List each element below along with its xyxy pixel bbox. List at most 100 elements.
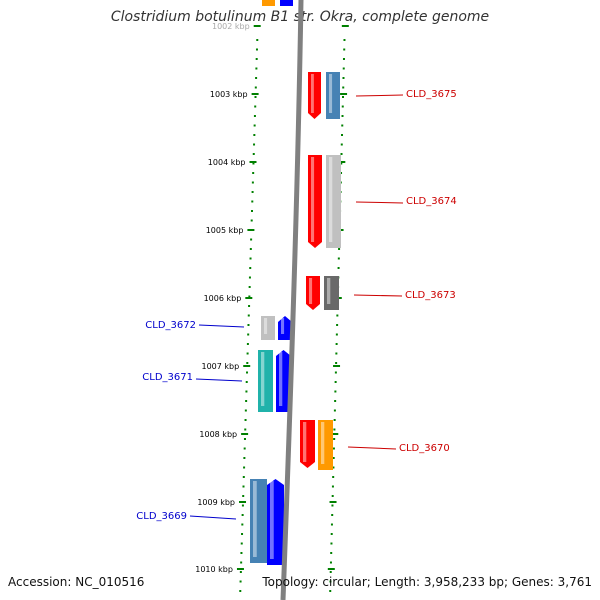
strand-dot [329, 561, 332, 564]
gene-label[interactable]: CLD_3669 [136, 511, 187, 522]
strand-dot [247, 314, 250, 317]
strand-dot [253, 143, 256, 146]
strand-dot [255, 48, 258, 51]
gene-label[interactable]: CLD_3673 [405, 290, 456, 301]
ruler-tick-label: 1003 kbp [210, 90, 248, 99]
gene-labels: CLD_3675 CLD_3674 CLD_3673 CLD_3672 CLD_3671… [136, 89, 456, 522]
gene-leader-line [189, 515, 237, 520]
ruler-tick-label: 1006 kbp [204, 294, 242, 303]
strand-dot [341, 105, 344, 108]
accession-text: Accession: NC_010516 [8, 575, 145, 589]
gene-highlight [309, 278, 313, 304]
gene-arrow-down [308, 155, 322, 248]
gene-block [261, 316, 275, 340]
strand-dot [246, 343, 249, 345]
ruler-tick-label: 1008 kbp [199, 430, 237, 439]
ruler-tick-label: 1005 kbp [206, 226, 244, 235]
strand-dot [245, 390, 248, 393]
strand-dot [338, 248, 341, 250]
strand-dot [334, 381, 337, 383]
strand-dot [331, 495, 334, 497]
topology-text: Topology: circular; Length: 3,958,233 bp… [262, 575, 592, 589]
strand-dot [243, 466, 246, 469]
strand-dot [244, 428, 247, 431]
strand-dot [239, 590, 242, 592]
gene-block [276, 350, 291, 412]
strand-dot [248, 276, 251, 279]
gene-block [267, 479, 284, 565]
strand-dot [255, 77, 258, 79]
gene-block [258, 350, 273, 412]
gene-label[interactable]: CLD_3672 [145, 320, 196, 331]
ruler-tick-label: 1007 kbp [202, 362, 240, 371]
gene-block [324, 276, 339, 310]
strand-dot [254, 105, 257, 108]
gene-block [250, 479, 267, 563]
strand-dot [250, 219, 253, 222]
strand-dot [334, 371, 337, 374]
strand-dot [341, 134, 344, 136]
gene-label[interactable]: CLD_3675 [406, 89, 457, 100]
gene-arrow-up [276, 350, 291, 412]
ruler-tick-label: 1009 kbp [197, 498, 235, 507]
gene-highlight [311, 74, 314, 113]
strand-dot [241, 523, 244, 526]
gene-block [318, 420, 333, 470]
strand-dot [248, 286, 251, 288]
strand-dot [254, 86, 257, 89]
strand-dot [241, 533, 244, 535]
strand-dot [334, 400, 337, 402]
gene-label[interactable]: CLD_3671 [142, 372, 193, 383]
strand-dot [333, 438, 336, 440]
strand-dot [340, 162, 343, 165]
strand-dot [335, 333, 338, 336]
strand-dot [241, 504, 244, 507]
strand-dot [332, 447, 335, 450]
gene-rect [262, 0, 275, 6]
strand-dot [248, 295, 251, 298]
strand-dot [343, 48, 346, 51]
gene-block [326, 155, 341, 248]
strand-dot [340, 172, 343, 174]
strand-dot [329, 571, 332, 573]
gene-block [278, 316, 292, 340]
gene-leader-line [198, 324, 245, 328]
gene-label[interactable]: CLD_3670 [399, 443, 450, 454]
strand-dot [239, 571, 242, 573]
gene-leader-line [347, 446, 397, 450]
strand-dot [333, 419, 336, 421]
strand-dot [336, 324, 339, 326]
strand-dot [333, 428, 336, 431]
strand-dot [331, 514, 334, 516]
strand-dot [342, 67, 345, 70]
gene-highlight [329, 157, 333, 242]
strand-dot [342, 58, 345, 60]
strand-dot [336, 314, 339, 317]
strand-dot [242, 476, 245, 478]
gene-rect [280, 0, 293, 6]
strand-dot [249, 267, 252, 269]
gene-highlight [261, 352, 265, 406]
strand-dot [250, 210, 253, 212]
gene-block [306, 276, 320, 310]
gene-highlight [270, 481, 274, 559]
strand-dot [331, 504, 334, 507]
strand-dot [343, 39, 346, 41]
strand-dot [252, 172, 255, 174]
strand-dot [240, 561, 243, 564]
strand-dot [333, 409, 336, 412]
gene-block [280, 0, 293, 6]
strand-dot [334, 390, 337, 393]
strand-dot [332, 457, 335, 459]
gene-highlight [253, 481, 257, 557]
strand-dot [253, 134, 256, 136]
strand-dot [247, 324, 250, 326]
strand-dot [244, 409, 247, 412]
gene-highlight [303, 422, 307, 462]
gene-highlight [311, 157, 315, 242]
strand-dot [253, 115, 256, 117]
gene-arrow-down [306, 276, 320, 310]
gene-label[interactable]: CLD_3674 [406, 196, 457, 207]
strand-dot [240, 552, 243, 554]
